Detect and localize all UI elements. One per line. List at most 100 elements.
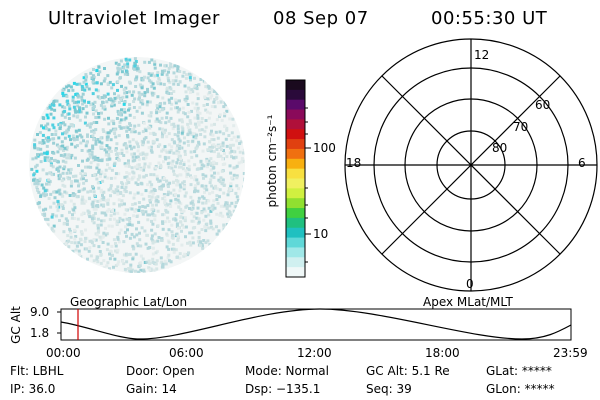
uv-pixel (66, 99, 70, 103)
uv-pixel (102, 196, 106, 200)
uv-pixel (90, 239, 94, 243)
uv-pixel (132, 175, 136, 179)
uv-pixel (173, 133, 177, 136)
uv-pixel (56, 150, 60, 154)
uv-pixel (73, 179, 77, 183)
uv-pixel (209, 219, 213, 223)
uv-pixel (150, 58, 154, 62)
uv-pixel (103, 117, 107, 121)
uv-pixel (231, 149, 235, 153)
uv-pixel (188, 207, 191, 210)
uv-pixel (73, 156, 77, 160)
uv-pixel (185, 97, 189, 100)
uv-pixel (80, 169, 84, 173)
uv-pixel (120, 70, 124, 74)
uv-pixel (75, 135, 79, 139)
uv-pixel (87, 210, 91, 214)
uv-pixel (150, 219, 153, 223)
uv-pixel (243, 179, 245, 183)
uv-pixel (123, 101, 127, 105)
uv-pixel (240, 157, 244, 161)
uv-pixel (77, 128, 81, 132)
uv-pixel (118, 152, 122, 155)
uv-pixel (224, 203, 227, 207)
uv-pixel (76, 94, 80, 98)
uv-pixel (132, 116, 136, 119)
uv-pixel (130, 147, 133, 151)
uv-pixel (147, 266, 151, 270)
uv-pixel (186, 172, 190, 176)
uv-pixel (167, 220, 171, 223)
uv-pixel (146, 76, 150, 80)
uv-pixel (96, 217, 100, 221)
uv-pixel (195, 216, 199, 220)
uv-pixel (44, 124, 48, 128)
uv-pixel (36, 189, 40, 192)
uv-pixel (71, 95, 75, 99)
uv-pixel (102, 219, 106, 223)
uv-pixel (202, 142, 206, 146)
uv-pixel (193, 186, 197, 190)
uv-pixel (126, 73, 130, 76)
uv-pixel (63, 153, 67, 157)
uv-pixel (207, 199, 211, 203)
uv-pixel (70, 241, 74, 244)
uv-pixel (187, 110, 191, 114)
uv-pixel (190, 212, 194, 216)
uv-pixel (135, 227, 138, 231)
uv-pixel (125, 95, 129, 99)
uv-pixel (216, 201, 220, 205)
uv-pixel (109, 129, 113, 133)
uv-pixel (184, 235, 187, 239)
uv-pixel (218, 213, 222, 217)
uv-pixel (213, 206, 217, 210)
uv-pixel (92, 68, 95, 71)
uv-pixel (124, 57, 128, 61)
uv-pixel (137, 97, 141, 101)
uv-pixel (163, 64, 167, 68)
uv-pixel (215, 212, 219, 216)
uv-pixel (119, 76, 122, 80)
uv-pixel (170, 123, 174, 127)
uv-pixel (164, 262, 168, 266)
uv-pixel (225, 207, 229, 211)
uv-pixel (129, 270, 133, 273)
uv-pixel (153, 74, 157, 78)
uv-pixel (135, 75, 139, 79)
uv-pixel (151, 207, 155, 211)
uv-pixel (215, 198, 219, 201)
uv-pixel (33, 182, 37, 186)
uv-pixel (181, 129, 185, 133)
uv-pixel (123, 202, 126, 206)
uv-pixel (171, 233, 175, 237)
uv-pixel (138, 83, 142, 87)
uv-pixel (167, 66, 171, 70)
uv-pixel (121, 218, 125, 222)
uv-pixel (106, 176, 110, 180)
uv-pixel (173, 141, 177, 145)
uv-pixel (200, 163, 204, 167)
uv-pixel (193, 106, 197, 110)
uv-pixel (238, 142, 242, 145)
uv-pixel (108, 217, 112, 221)
uv-pixel (77, 249, 81, 253)
uv-pixel (194, 175, 198, 179)
uv-pixel (188, 128, 192, 132)
uv-pixel (188, 240, 192, 244)
uv-pixel (55, 99, 59, 103)
uv-pixel (134, 208, 138, 212)
uv-pixel (67, 125, 71, 129)
uv-pixel (80, 198, 84, 202)
uv-pixel (96, 163, 100, 167)
uv-pixel (72, 202, 76, 206)
uv-pixel (134, 181, 138, 185)
uv-pixel (131, 203, 135, 206)
uv-pixel (169, 116, 173, 120)
uv-pixel (115, 223, 119, 226)
uv-pixel (165, 86, 169, 90)
uv-pixel (188, 91, 192, 94)
uv-pixel (181, 127, 185, 131)
uv-pixel (160, 265, 164, 269)
uv-pixel (102, 130, 106, 133)
uv-pixel (36, 147, 40, 151)
